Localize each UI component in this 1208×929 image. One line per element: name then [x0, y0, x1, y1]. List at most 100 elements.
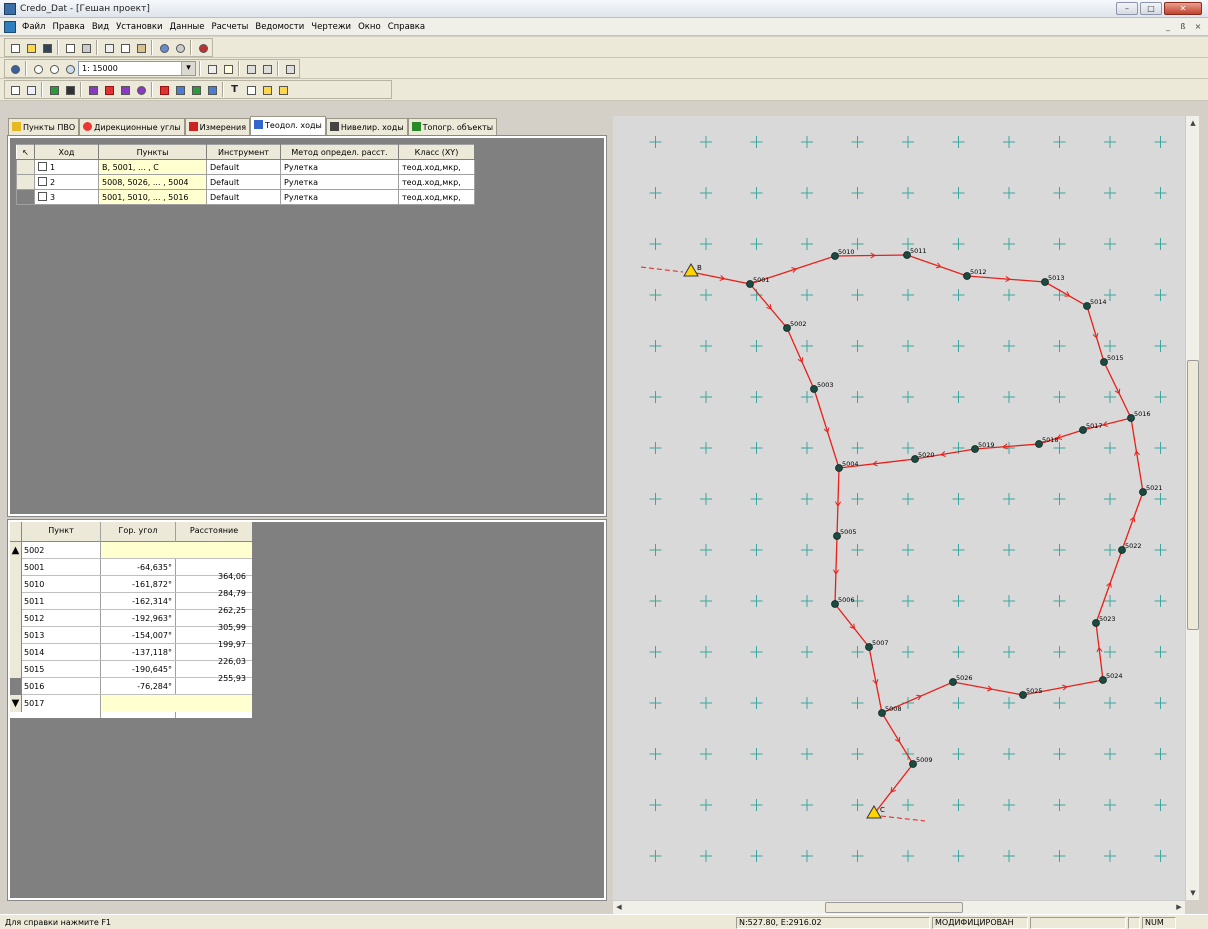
- row-checkbox[interactable]: [38, 192, 47, 201]
- coordinate-icon[interactable]: [220, 61, 235, 76]
- scroll-up-icon[interactable]: ▲: [10, 542, 22, 559]
- traverse-icon[interactable]: [101, 82, 116, 97]
- col-method[interactable]: Метод определ. расст.: [280, 144, 399, 160]
- maximize-button[interactable]: □: [1140, 2, 1162, 15]
- menu-settings[interactable]: Установки: [116, 22, 163, 32]
- scroll-up-arrow-icon[interactable]: ▲: [1190, 119, 1196, 127]
- traverse-point[interactable]: [909, 760, 917, 768]
- traverse-point[interactable]: [810, 385, 818, 393]
- traverse-point[interactable]: [1079, 426, 1087, 434]
- vertical-scroll-thumb[interactable]: [1187, 360, 1199, 630]
- traverse-point[interactable]: [1099, 676, 1107, 684]
- menu-edit[interactable]: Правка: [52, 22, 85, 32]
- traverse-point[interactable]: [911, 455, 919, 463]
- traverse-point[interactable]: [1118, 546, 1126, 554]
- sort-icon[interactable]: [85, 82, 100, 97]
- col-distance[interactable]: Расстояние: [189, 526, 239, 535]
- paste-icon[interactable]: [133, 40, 148, 55]
- control-point-icon[interactable]: [683, 263, 699, 277]
- frame-icon[interactable]: [275, 82, 290, 97]
- scroll-left-arrow-icon[interactable]: ◀: [616, 903, 622, 911]
- traverse-point[interactable]: [831, 600, 839, 608]
- menu-window[interactable]: Окно: [358, 22, 381, 32]
- table-row[interactable]: 5016 -76,284°: [10, 678, 252, 695]
- menu-calc[interactable]: Расчеты: [211, 22, 249, 32]
- traverse-line[interactable]: [838, 417, 1144, 714]
- table-row[interactable]: 3 5001, 5010, ... , 5016 Default Рулетка…: [16, 189, 475, 205]
- zoom-extents-icon[interactable]: [204, 61, 219, 76]
- note-icon[interactable]: [259, 82, 274, 97]
- traverse-point[interactable]: [1139, 488, 1147, 496]
- create-traverse-icon[interactable]: [156, 82, 171, 97]
- print-preview-icon[interactable]: [62, 40, 77, 55]
- mdi-minimize-button[interactable]: _: [1166, 22, 1170, 31]
- table-row[interactable]: ▲ 5002: [10, 542, 252, 559]
- mdi-close-button[interactable]: ×: [1194, 22, 1202, 31]
- tab-pvo-points[interactable]: Пункты ПВО: [8, 118, 80, 136]
- table-row[interactable]: ▼ 5017: [10, 695, 252, 712]
- distance-value[interactable]: 226,03: [218, 657, 246, 666]
- tab-topo-objects[interactable]: Топогр. объекты: [407, 118, 498, 136]
- select-column-icon[interactable]: ↖: [16, 144, 35, 160]
- map-vertical-scrollbar[interactable]: ▲ ▼: [1185, 116, 1199, 900]
- col-horizontal-angle[interactable]: Гор. угол: [118, 526, 158, 535]
- link-icon[interactable]: [133, 82, 148, 97]
- col-traverse[interactable]: Ход: [34, 144, 99, 160]
- col-class[interactable]: Класс (XY): [398, 144, 475, 160]
- find-icon[interactable]: [62, 82, 77, 97]
- traverse-point[interactable]: [878, 709, 886, 717]
- traverse-point[interactable]: [1100, 358, 1108, 366]
- cut-icon[interactable]: [101, 40, 116, 55]
- col-instrument[interactable]: Инструмент: [206, 144, 281, 160]
- point-icon[interactable]: [46, 82, 61, 97]
- row-checkbox[interactable]: [38, 162, 47, 171]
- traverse-point[interactable]: [1035, 440, 1043, 448]
- text-tool-icon[interactable]: T: [231, 84, 238, 95]
- menu-drawings[interactable]: Чертежи: [311, 22, 352, 32]
- menu-data[interactable]: Данные: [169, 22, 205, 32]
- open-folder-icon[interactable]: [23, 40, 38, 55]
- minimize-button[interactable]: –: [1116, 2, 1138, 15]
- col-points[interactable]: Пункты: [98, 144, 207, 160]
- table-row[interactable]: 5011 -162,314°: [10, 593, 252, 610]
- table-row[interactable]: 5001 -64,635°: [10, 559, 252, 576]
- zoom-in-icon[interactable]: [30, 61, 45, 76]
- menu-help[interactable]: Справка: [387, 22, 426, 32]
- traverse-point[interactable]: [865, 643, 873, 651]
- table-row[interactable]: 2 5008, 5026, ... , 5004 Default Рулетка…: [16, 174, 475, 190]
- traverse-point[interactable]: [746, 280, 754, 288]
- measure-icon[interactable]: [243, 61, 258, 76]
- menu-reports[interactable]: Ведомости: [255, 22, 305, 32]
- row-checkbox[interactable]: [38, 177, 47, 186]
- menu-view[interactable]: Вид: [91, 22, 110, 32]
- copy-icon[interactable]: [117, 40, 132, 55]
- scroll-down-icon[interactable]: ▼: [10, 695, 22, 712]
- undo-icon[interactable]: [156, 40, 171, 55]
- traverse-point[interactable]: [903, 251, 911, 259]
- rectangle-icon[interactable]: [243, 82, 258, 97]
- distance-value[interactable]: 255,93: [218, 674, 246, 683]
- scale-select[interactable]: 1: 15000: [78, 61, 196, 76]
- close-button[interactable]: ✕: [1164, 2, 1202, 15]
- control-point-icon[interactable]: [866, 805, 882, 819]
- table-row[interactable]: 5014 -137,118°: [10, 644, 252, 661]
- horizontal-scroll-thumb[interactable]: [825, 902, 963, 913]
- redo-icon[interactable]: [172, 40, 187, 55]
- traverse-point[interactable]: [971, 445, 979, 453]
- map-canvas[interactable]: B 5001 5002 5003 5004 5005 5006 5007 5008 5009 C 50…: [613, 116, 1185, 900]
- measure-angle-icon[interactable]: [259, 61, 274, 76]
- table-row[interactable]: 1 B, 5001, ... , C Default Рулетка теод.…: [16, 159, 475, 175]
- traverse-plan[interactable]: B 5001 5002 5003 5004 5005 5006 5007 5008 5009 C 50…: [613, 116, 1185, 900]
- distance-value[interactable]: 199,97: [218, 640, 246, 649]
- map-horizontal-scrollbar[interactable]: ◀ ▶: [613, 900, 1185, 914]
- distance-value[interactable]: 305,99: [218, 623, 246, 632]
- table-row[interactable]: 5013 -154,007°: [10, 627, 252, 644]
- calculator-icon[interactable]: [195, 40, 210, 55]
- zoom-window-icon[interactable]: [62, 61, 77, 76]
- filter-icon[interactable]: [23, 82, 38, 97]
- mdi-restore-button[interactable]: ß: [1180, 22, 1186, 31]
- create-network-icon[interactable]: [172, 82, 187, 97]
- traverse-point[interactable]: [1083, 302, 1091, 310]
- snap-icon[interactable]: [282, 61, 297, 76]
- traverse-point[interactable]: [831, 252, 839, 260]
